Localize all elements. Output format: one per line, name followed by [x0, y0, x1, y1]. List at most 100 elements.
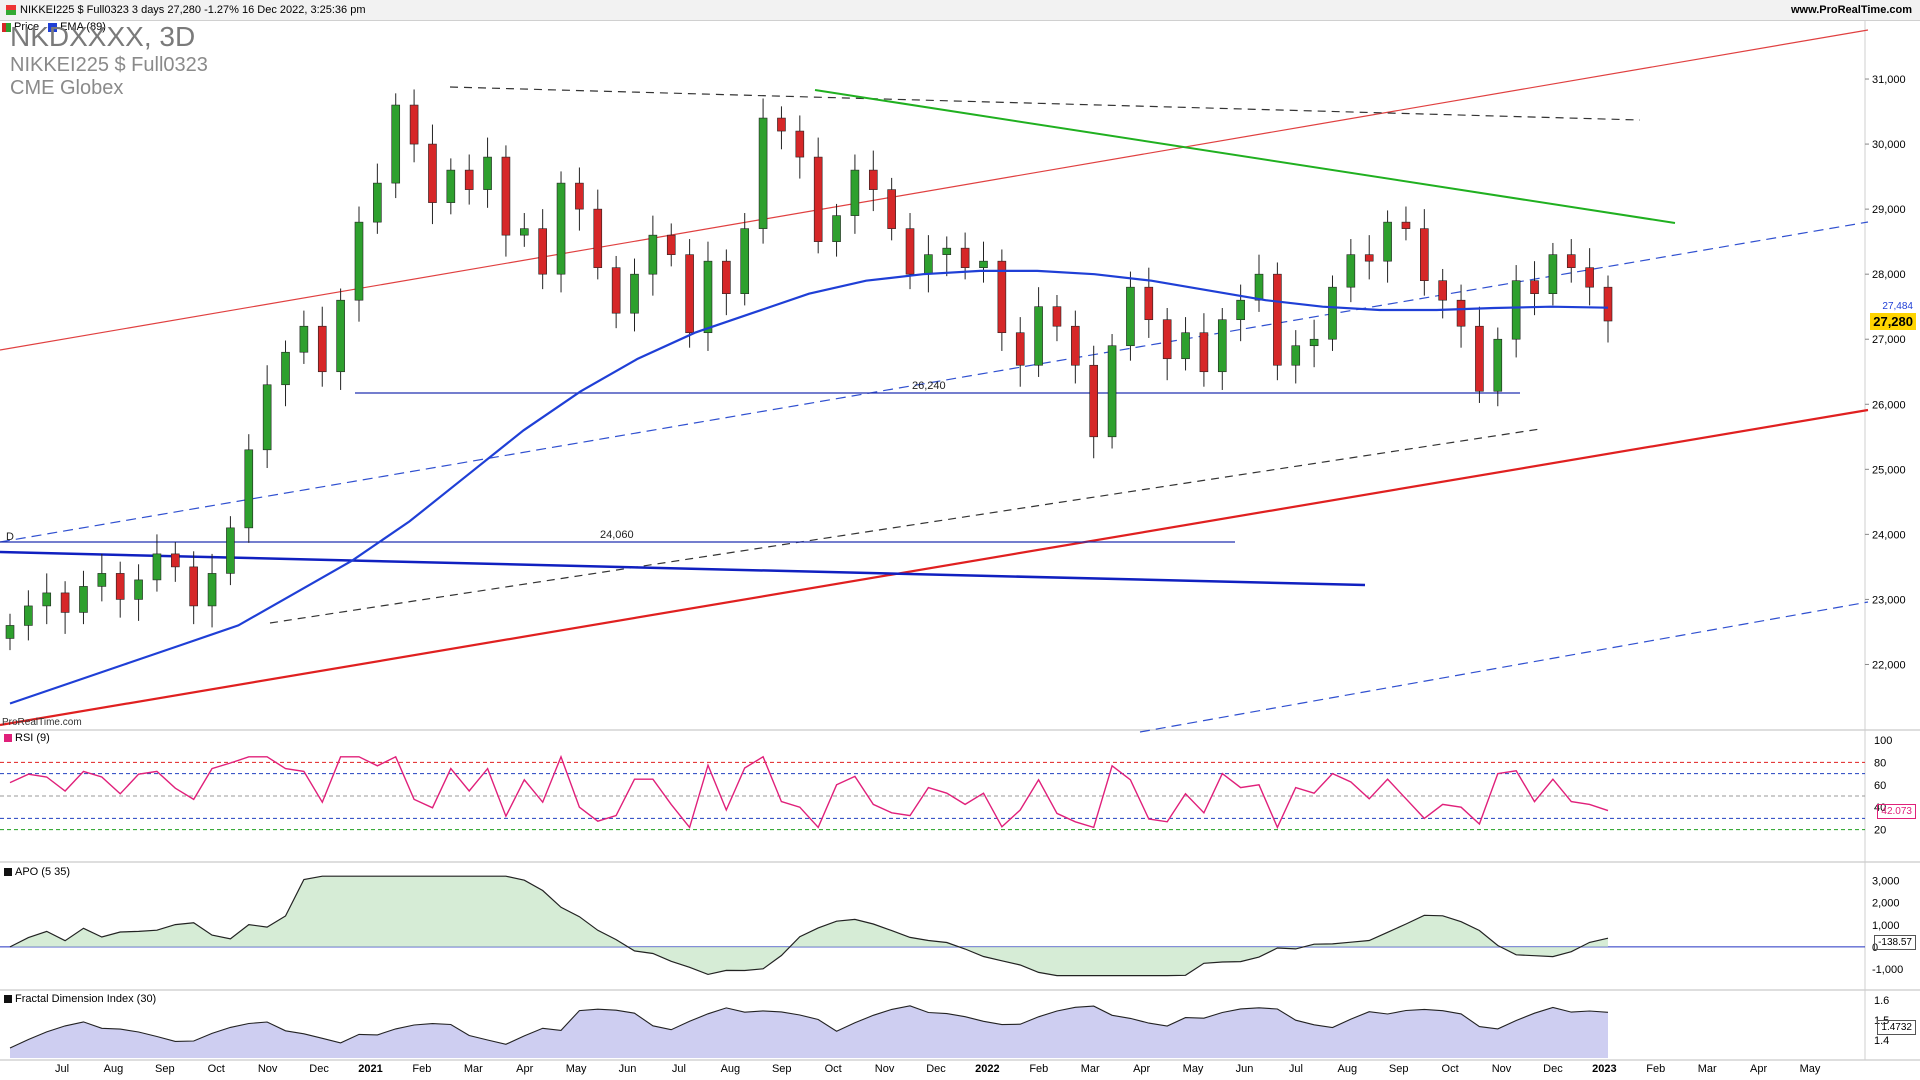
green-downtrend-line	[814, 89, 1676, 224]
price-legend[interactable]: Price EMA (89)	[2, 21, 106, 33]
rsi-panel-title[interactable]: RSI (9)	[4, 732, 50, 744]
candle-body	[60, 592, 70, 613]
candle-body	[519, 228, 529, 236]
rsi-tick-label: 40	[1874, 802, 1886, 814]
candle-body	[1291, 345, 1301, 366]
candle-body	[1254, 273, 1264, 301]
candle-body	[373, 182, 382, 223]
candle-body	[1475, 325, 1484, 392]
candle-body	[832, 215, 841, 242]
candle-body	[1015, 332, 1025, 366]
rsi-color-icon	[4, 734, 12, 742]
candle-body	[813, 156, 823, 242]
price-tick-label: 26,000	[1872, 399, 1906, 411]
candle-body	[1511, 280, 1521, 340]
candle-body	[483, 156, 492, 190]
price-tick-label: 25,000	[1872, 464, 1906, 476]
candle-body	[777, 117, 786, 132]
candle-body	[1126, 286, 1135, 347]
x-axis-label: Feb	[1029, 1063, 1048, 1075]
candle-body	[1107, 345, 1117, 438]
price-tick-label: 22,000	[1872, 659, 1906, 671]
instrument-flag-icon	[6, 5, 16, 15]
fdi-title: Fractal Dimension Index (30)	[15, 993, 157, 1005]
candle-body	[299, 325, 309, 353]
x-axis-label: May	[1800, 1063, 1821, 1075]
fdi-panel-title[interactable]: Fractal Dimension Index (30)	[4, 993, 156, 1005]
candle-body	[1346, 254, 1356, 288]
x-axis-label: Jun	[1236, 1063, 1254, 1075]
candle-body	[281, 351, 290, 386]
x-axis-label: May	[1183, 1063, 1204, 1075]
candle-body	[850, 169, 860, 216]
site-url[interactable]: www.ProRealTime.com	[1790, 4, 1912, 16]
x-axis-label: Sep	[772, 1063, 792, 1075]
rsi-tick-label: 100	[1874, 735, 1892, 747]
symbol-line: NIKKEI225 $ Full0323 3 days 27,280 -1.27…	[20, 4, 366, 16]
top-resistance-dashed-line	[449, 86, 1641, 121]
chart-canvas[interactable]: 31,000 30,000 29,000 28,000 27,000 26,000 25,0…	[0, 20, 1920, 1080]
chart-subtitle-instrument: NIKKEI225 $ Full0323	[10, 54, 208, 76]
x-axis-label: 2022	[975, 1063, 999, 1075]
apo-color-icon	[4, 868, 12, 876]
fdi-line	[9, 1005, 1609, 1049]
ema-legend-icon	[48, 22, 58, 32]
candle-body	[171, 553, 180, 568]
candle-body	[1052, 306, 1062, 327]
x-axis-label: 2023	[1592, 1063, 1616, 1075]
x-axis-label: Feb	[1646, 1063, 1665, 1075]
candle-body	[336, 299, 345, 373]
candle-body	[1034, 306, 1043, 366]
candle-body	[1273, 273, 1282, 366]
ema-89-line	[9, 269, 1609, 705]
x-axis-label: Jul	[672, 1063, 686, 1075]
candle-body	[464, 169, 474, 190]
rsi-title: RSI (9)	[15, 732, 50, 744]
x-axis-label: 2021	[358, 1063, 382, 1075]
price-tick-label: 27,000	[1872, 334, 1906, 346]
candle-body	[556, 182, 566, 275]
top-bar: NIKKEI225 $ Full0323 3 days 27,280 -1.27…	[0, 0, 1920, 21]
apo-title: APO (5 35)	[15, 866, 71, 878]
x-axis-label: Apr	[516, 1063, 533, 1075]
marker-D-label: D	[6, 531, 14, 543]
rsi-tick-label: 80	[1874, 757, 1886, 769]
candle-body	[1566, 254, 1576, 268]
x-axis-label: Oct	[825, 1063, 842, 1075]
candle-body	[391, 104, 401, 184]
candle-body	[1328, 286, 1337, 340]
candle-body	[740, 228, 750, 294]
lower-support-line	[0, 408, 1869, 727]
bottom-dashed-line	[269, 428, 1541, 624]
candle-body	[1236, 299, 1245, 321]
price-tick-label: 30,000	[1872, 139, 1906, 151]
blue-downtrend-line	[0, 550, 1366, 587]
candle-body	[1603, 286, 1613, 322]
candle-body	[244, 449, 254, 529]
apo-tick-label: 3,000	[1872, 876, 1900, 888]
price-tick-label: 31,000	[1872, 74, 1906, 86]
x-axis-label: Dec	[926, 1063, 946, 1075]
credit-label: ProRealTime.com	[2, 717, 82, 728]
x-axis-label: Jul	[1289, 1063, 1303, 1075]
candle-body	[1548, 254, 1558, 294]
candle-body	[79, 586, 88, 613]
candle-body	[703, 260, 713, 334]
price-tick-label: 28,000	[1872, 269, 1906, 281]
candle-body	[1438, 280, 1447, 301]
candle-body	[1456, 299, 1466, 327]
fdi-fill-area	[10, 1005, 1608, 1058]
x-axis-label: Oct	[208, 1063, 225, 1075]
x-axis-label: Apr	[1133, 1063, 1150, 1075]
candle-body	[593, 208, 603, 268]
fdi-tick-label: 1.4	[1874, 1035, 1889, 1047]
x-axis-label: Jun	[619, 1063, 637, 1075]
apo-panel-title[interactable]: APO (5 35)	[4, 866, 70, 878]
candle-body	[189, 566, 198, 607]
candle-body	[1217, 319, 1227, 373]
candle-body	[887, 189, 896, 229]
x-axis-label: Nov	[1492, 1063, 1512, 1075]
price-tick-label: 24,000	[1872, 529, 1906, 541]
x-axis-label: Aug	[104, 1063, 124, 1075]
candle-body	[666, 234, 676, 255]
